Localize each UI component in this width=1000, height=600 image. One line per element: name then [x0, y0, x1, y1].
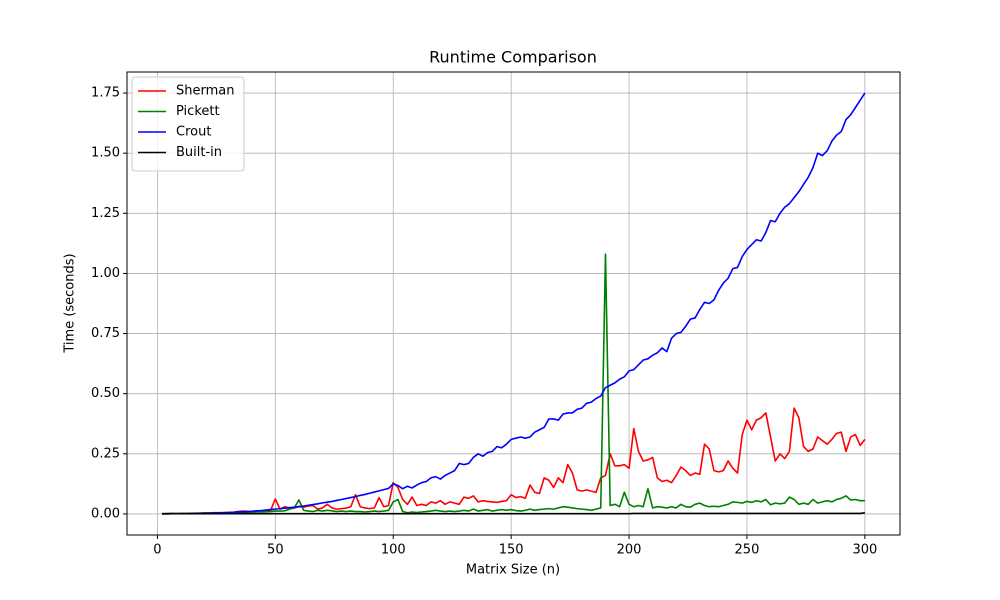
y-tick-label: 0.00 [91, 506, 120, 521]
x-tick-label: 300 [852, 543, 877, 558]
data-line [162, 511, 865, 515]
x-tick-label: 50 [267, 543, 284, 558]
y-tick-label: 0.75 [91, 326, 120, 341]
x-axis-label: Matrix Size (n) [466, 563, 560, 578]
y-tick-label: 1.00 [91, 266, 120, 281]
x-tick-label: 150 [499, 543, 524, 558]
legend-label: Crout [176, 125, 211, 140]
data-line [162, 253, 865, 515]
legend: Sherman Pickett Crout Built-in [131, 76, 245, 172]
x-tick-label: 0 [153, 543, 161, 558]
legend-label: Built-in [176, 145, 222, 160]
y-tick-label: 1.75 [91, 86, 120, 101]
y-axis-label: Time (seconds) [63, 253, 78, 353]
legend-box [131, 76, 245, 172]
y-tick-label: 1.50 [91, 146, 120, 161]
legend-label: Sherman [176, 84, 234, 99]
x-tick-label: 100 [381, 543, 406, 558]
chart-title: Runtime Comparison [429, 48, 597, 67]
data-line [162, 407, 866, 515]
y-tick-label: 0.25 [91, 446, 120, 461]
plot-frame [126, 71, 901, 536]
data-line [162, 92, 866, 515]
legend-label: Pickett [176, 104, 220, 119]
y-tick-label: 1.25 [91, 206, 120, 221]
x-tick-label: 250 [735, 543, 760, 558]
y-tick-label: 0.50 [91, 386, 120, 401]
x-tick-label: 200 [617, 543, 642, 558]
